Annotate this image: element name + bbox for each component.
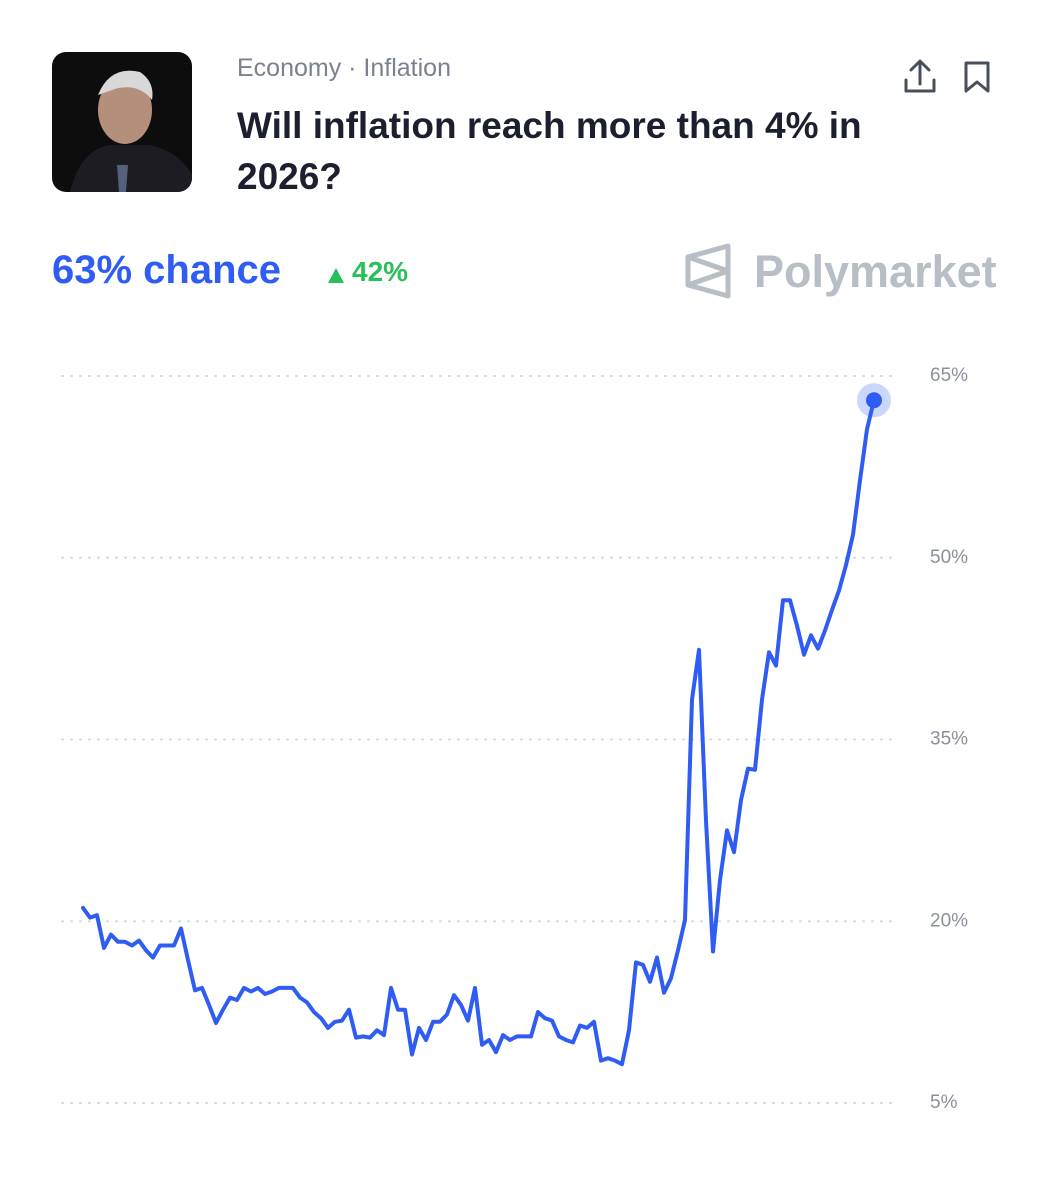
change-arrow [328, 268, 344, 283]
change: 42% [352, 256, 409, 287]
brand: Polymarket [754, 246, 997, 297]
y-tick-label: 50% [930, 547, 968, 568]
y-tick-label: 35% [930, 729, 968, 750]
category: Economy · Inflation [237, 54, 451, 82]
y-tick-label: 5% [930, 1092, 958, 1113]
y-tick-label: 20% [930, 910, 968, 931]
chance: 63% chance [52, 248, 282, 292]
brand-logo [685, 243, 731, 299]
y-tick-label: 65% [930, 365, 968, 386]
market-title: Will inflation reach more than 4% in 202… [237, 105, 862, 197]
market-image [52, 52, 192, 192]
price-line [81, 398, 876, 1067]
current-point [866, 392, 882, 409]
bookmark-icon[interactable] [964, 61, 990, 93]
share-icon[interactable] [904, 59, 936, 93]
